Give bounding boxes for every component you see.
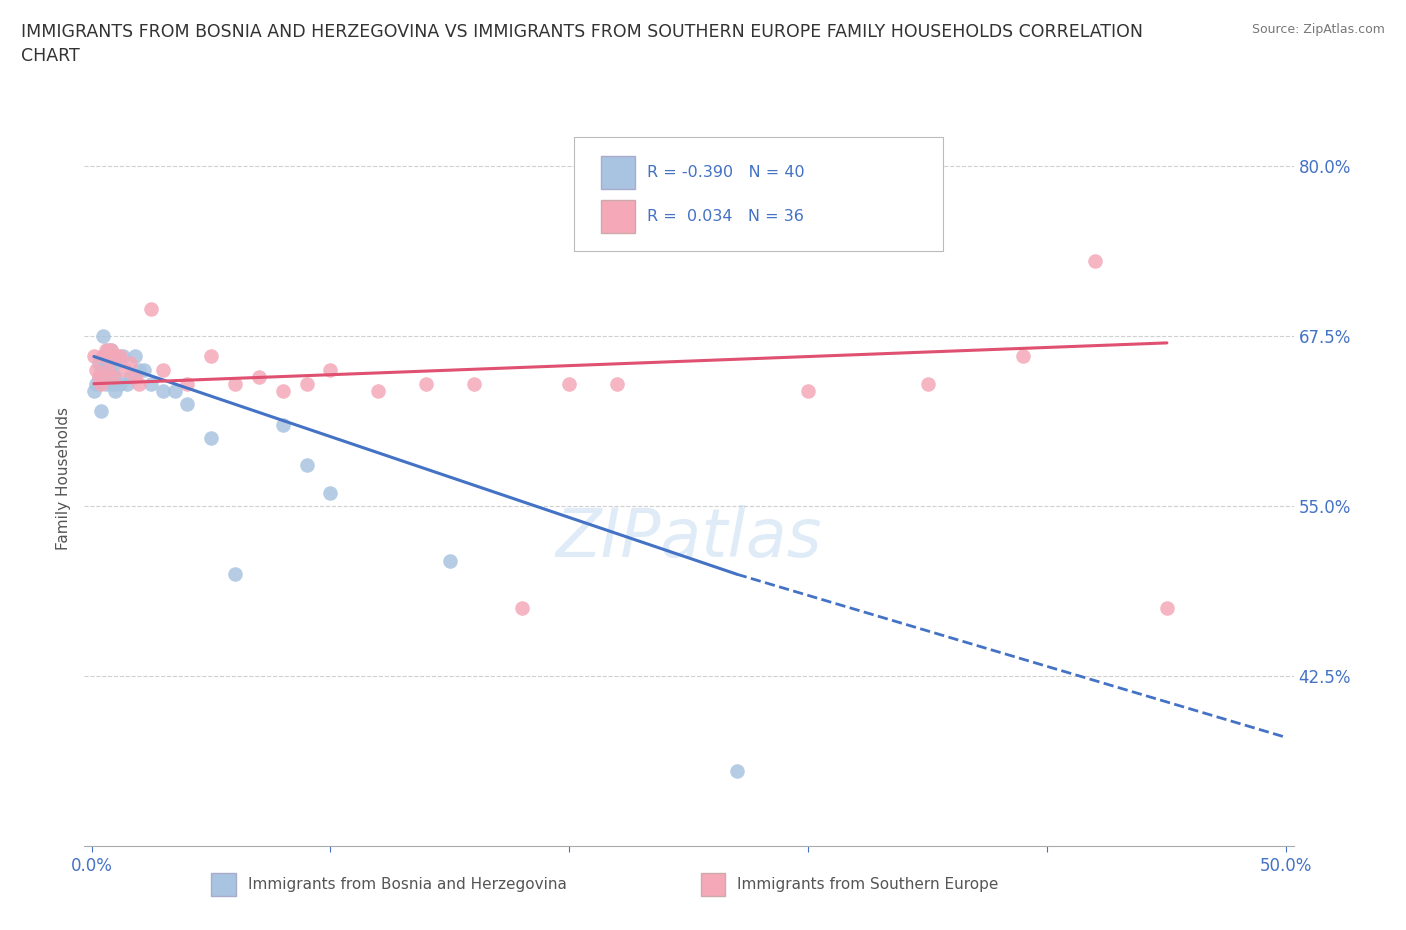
Point [90, 363, 112, 378]
Point [725, 764, 748, 779]
Point [87, 356, 110, 371]
Point [83, 349, 105, 364]
Point [319, 485, 342, 500]
Text: Source: ZipAtlas.com: Source: ZipAtlas.com [1251, 23, 1385, 36]
Point [93, 363, 115, 378]
Point [94, 377, 117, 392]
Point [100, 363, 122, 378]
Point [108, 349, 131, 364]
Point [439, 553, 461, 568]
Point [97, 363, 120, 378]
Point [104, 369, 127, 384]
Point [84, 363, 107, 378]
Point [141, 301, 163, 316]
Point [94, 342, 117, 357]
Point [1084, 254, 1107, 269]
Text: ZIPatlas: ZIPatlas [555, 505, 823, 571]
Point [295, 458, 318, 472]
Point [224, 377, 246, 392]
Point [152, 383, 174, 398]
Point [124, 369, 146, 384]
Point [90, 377, 112, 392]
Point [101, 369, 124, 384]
Point [83, 383, 105, 398]
Text: Immigrants from Southern Europe: Immigrants from Southern Europe [737, 877, 998, 892]
Point [87, 369, 110, 384]
Text: Immigrants from Bosnia and Herzegovina: Immigrants from Bosnia and Herzegovina [247, 877, 567, 892]
Point [247, 369, 270, 384]
Point [271, 383, 294, 398]
Point [132, 363, 155, 378]
Point [97, 342, 120, 357]
Point [128, 377, 150, 392]
Point [271, 417, 294, 432]
Point [90, 404, 112, 418]
FancyBboxPatch shape [574, 138, 943, 251]
Point [319, 363, 342, 378]
Y-axis label: Family Households: Family Households [56, 407, 72, 551]
Point [118, 369, 141, 384]
Point [415, 377, 437, 392]
Point [124, 349, 146, 364]
Bar [600, 155, 634, 189]
Point [107, 349, 129, 364]
Bar [211, 873, 236, 896]
Point [93, 349, 115, 364]
Point [108, 377, 131, 392]
Point [367, 383, 389, 398]
Point [510, 601, 533, 616]
Point [93, 328, 115, 343]
Point [295, 377, 318, 392]
Point [1012, 349, 1035, 364]
Point [101, 377, 124, 392]
Point [797, 383, 820, 398]
Point [1156, 601, 1178, 616]
Point [463, 377, 485, 392]
Point [141, 377, 163, 392]
Point [100, 342, 122, 357]
Point [224, 566, 246, 581]
Point [176, 377, 198, 392]
Text: R =  0.034   N = 36: R = 0.034 N = 36 [647, 209, 803, 224]
Point [93, 349, 115, 364]
Point [111, 349, 134, 364]
Point [558, 377, 581, 392]
Point [176, 397, 198, 412]
Point [606, 377, 628, 392]
Point [917, 377, 939, 392]
Point [165, 383, 187, 398]
Point [678, 213, 700, 228]
Point [200, 349, 222, 364]
Point [100, 342, 122, 357]
Point [87, 369, 110, 384]
Text: R = -0.390   N = 40: R = -0.390 N = 40 [647, 165, 804, 179]
Point [104, 356, 127, 371]
Point [84, 377, 107, 392]
Point [128, 363, 150, 378]
Point [117, 377, 139, 392]
Point [97, 369, 120, 384]
Point [118, 356, 141, 371]
Point [104, 349, 127, 364]
Text: IMMIGRANTS FROM BOSNIA AND HERZEGOVINA VS IMMIGRANTS FROM SOUTHERN EUROPE FAMILY: IMMIGRANTS FROM BOSNIA AND HERZEGOVINA V… [21, 23, 1143, 65]
Point [104, 383, 127, 398]
Point [114, 363, 136, 378]
Point [94, 356, 117, 371]
Point [152, 363, 174, 378]
Point [101, 349, 124, 364]
Bar [600, 200, 634, 232]
Bar [702, 873, 725, 896]
Point [97, 356, 120, 371]
Point [200, 431, 222, 445]
